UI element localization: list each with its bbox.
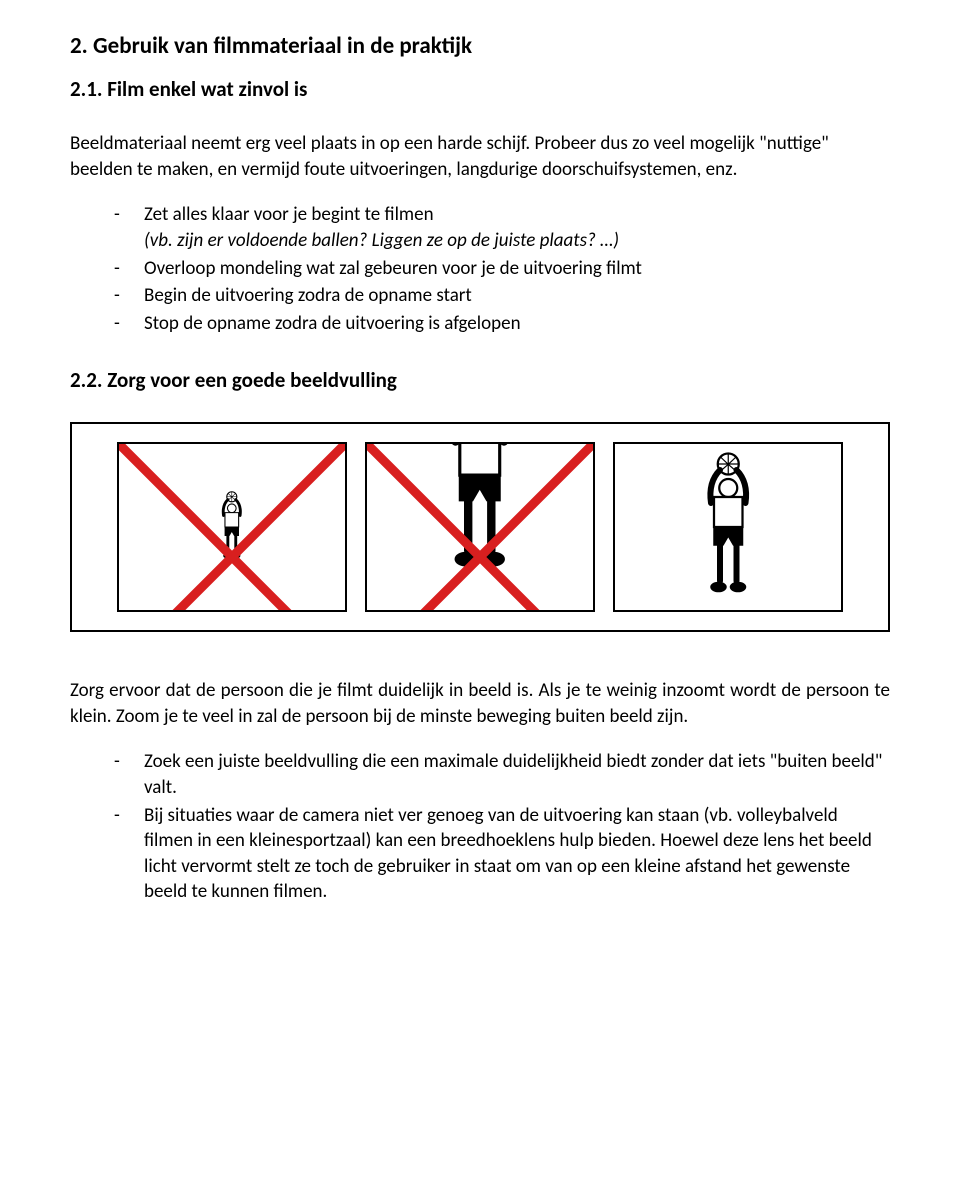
list-item-aside: (vb. zijn er voldoende ballen? Liggen ze… xyxy=(144,229,619,252)
list-item: Stop de opname zodra de uitvoering is af… xyxy=(114,311,890,337)
subsection-1-title: 2.1. Film enkel wat zinvol is xyxy=(70,76,890,103)
player-wrapper xyxy=(422,442,538,580)
player-wrapper xyxy=(687,452,770,602)
framing-diagram xyxy=(70,422,890,632)
player-figure-icon xyxy=(422,442,538,580)
list-item: Begin de uitvoering zodra de opname star… xyxy=(114,283,890,309)
subsection-2-title: 2.2. Zorg voor een goede beeldvulling xyxy=(70,367,890,394)
list-item-text: Zet alles klaar voor je begint te filmen xyxy=(144,203,434,226)
player-figure-icon xyxy=(687,452,770,602)
subsection-2-list: Zoek een juiste beeldvulling die een max… xyxy=(70,749,890,905)
subsection-1-list: Zet alles klaar voor je begint te filmen… xyxy=(70,202,890,336)
frame-example xyxy=(365,442,595,612)
frame-example xyxy=(613,442,843,612)
list-item: Bij situaties waar de camera niet ver ge… xyxy=(114,803,890,906)
section-main-title: 2. Gebruik van filmmateriaal in de prakt… xyxy=(70,32,890,62)
subsection-1-paragraph: Beeldmateriaal neemt erg veel plaats in … xyxy=(70,131,890,182)
player-wrapper xyxy=(212,491,252,563)
list-item: Overloop mondeling wat zal gebeuren voor… xyxy=(114,256,890,282)
list-item: Zoek een juiste beeldvulling die een max… xyxy=(114,749,890,800)
frame-example xyxy=(117,442,347,612)
list-item: Zet alles klaar voor je begint te filmen… xyxy=(114,202,890,253)
subsection-2-paragraph: Zorg ervoor dat de persoon die je filmt … xyxy=(70,678,890,729)
player-figure-icon xyxy=(212,491,252,563)
document-page: 2. Gebruik van filmmateriaal in de prakt… xyxy=(0,0,960,1182)
